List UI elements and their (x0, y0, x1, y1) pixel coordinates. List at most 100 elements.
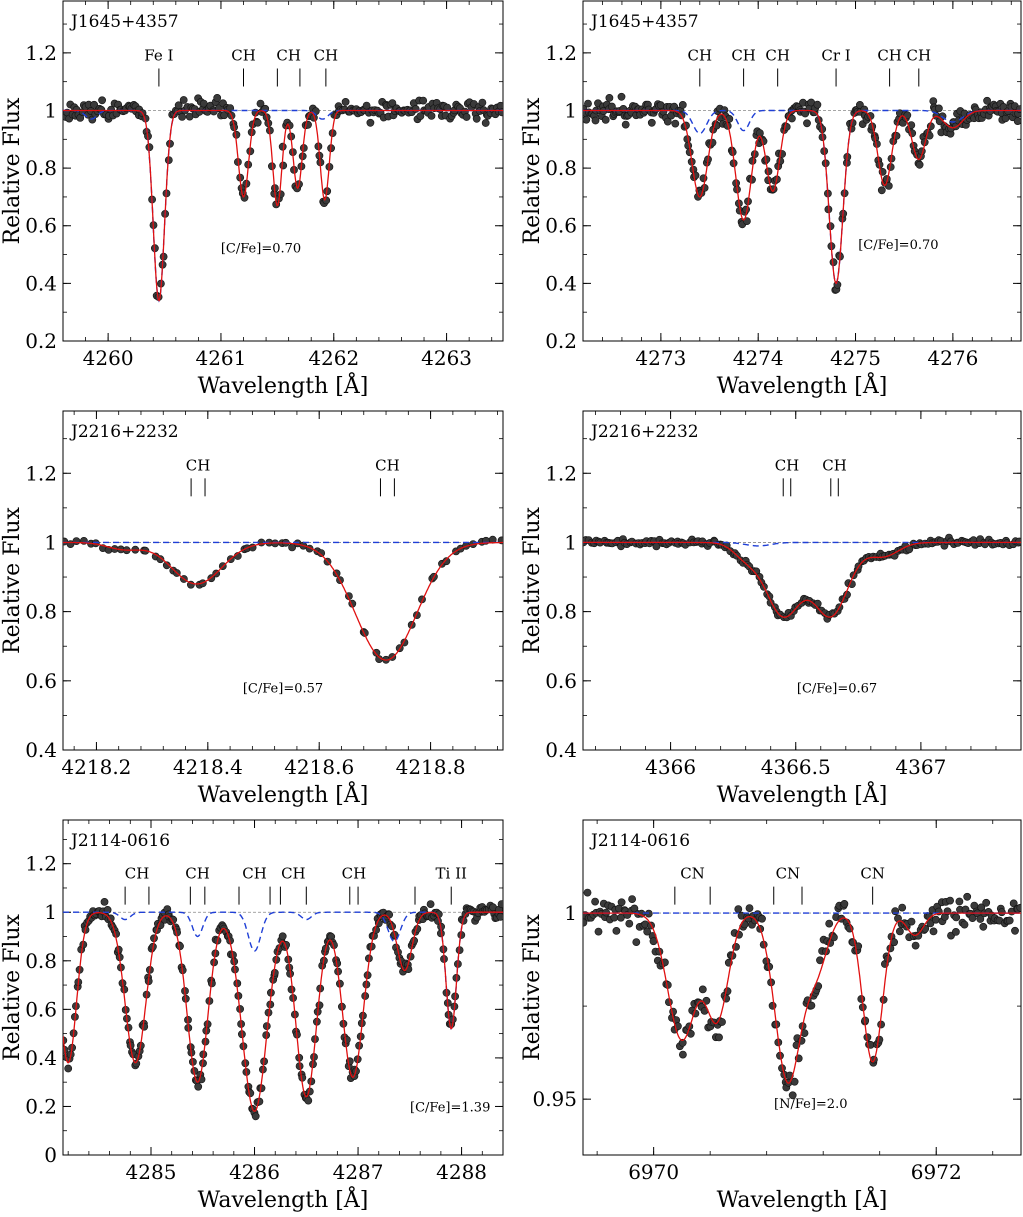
panel-1: 4260 4261 4262 4263 0.2 0.4 0.6 0.8 1 1.2 Waveleng… (0, 0, 504, 399)
observed-point (997, 908, 1006, 917)
observed-point (963, 892, 972, 901)
y-tick-label: 1.2 (25, 461, 57, 485)
observed-point (583, 888, 592, 897)
observed-point (411, 105, 420, 113)
observed-point (419, 96, 428, 105)
line-id-label: CH (765, 47, 790, 65)
x-tick-label: 4366.5 (761, 755, 831, 779)
observed-point (362, 101, 371, 110)
observed-point (952, 913, 961, 922)
y-tick-label: 1 (564, 530, 577, 554)
observed-point (926, 919, 935, 928)
observed-point (621, 120, 630, 129)
observed-point (462, 113, 471, 121)
y-tick-label: 0.8 (545, 156, 577, 180)
observed-point (884, 181, 893, 190)
x-tick-label: 4285 (126, 1160, 177, 1184)
y-tick-label: 0.8 (25, 156, 57, 180)
observed-point (628, 895, 636, 903)
abundance-annotation: [C/Fe]=0.70 (221, 242, 301, 257)
x-tick-label: 4288 (436, 1160, 487, 1184)
observed-point (617, 92, 626, 101)
y-tick-label: 0.8 (545, 600, 577, 624)
abundance-annotation: [C/Fe]=1.39 (410, 1100, 490, 1115)
observed-point (162, 561, 171, 570)
line-id-label: CH (688, 47, 713, 65)
line-id-label: CH (907, 47, 932, 65)
x-axis-label: Wavelength [Å] (717, 1185, 888, 1213)
observed-point (610, 913, 619, 922)
observed-point (788, 114, 796, 123)
observed-point (388, 99, 397, 107)
abundance-annotation: [C/Fe]=0.70 (858, 238, 938, 253)
observed-point (426, 900, 435, 908)
observed-point (976, 915, 985, 923)
observed-point (498, 108, 503, 117)
observed-point (591, 897, 599, 906)
line-id-label: Fe I (144, 47, 173, 65)
observed-point (679, 1050, 687, 1059)
y-tick-label: 1 (44, 98, 57, 122)
observed-point (246, 1089, 255, 1098)
plot-frame (582, 0, 1022, 342)
observed-point (840, 900, 849, 908)
observed-point (140, 1022, 149, 1031)
y-axis-label: Relative Flux (520, 506, 545, 654)
line-id-label: CH (775, 456, 800, 474)
x-tick-label: 4262 (308, 346, 359, 370)
observed-point (1005, 916, 1014, 925)
x-tick-label: 4218.4 (173, 755, 243, 779)
line-id-label: CH (276, 47, 301, 65)
observed-point (315, 1001, 324, 1010)
observed-point (279, 161, 288, 170)
synthetic-best-fit-line (583, 109, 1021, 285)
observed-point (416, 112, 425, 120)
line-id-label: CH (185, 865, 210, 883)
y-tick-label: 0.95 (532, 1087, 577, 1111)
observed-point (366, 118, 375, 127)
observed-point (813, 100, 822, 109)
observed-point (594, 927, 603, 936)
observed-point (960, 920, 969, 929)
y-tick-label: 0.2 (25, 1094, 57, 1118)
observed-point (932, 915, 940, 924)
observed-point (768, 1001, 777, 1010)
observed-point (813, 599, 822, 608)
observed-point (178, 113, 186, 121)
observed-point (790, 1077, 799, 1086)
observed-point (1013, 117, 1021, 125)
observed-point (647, 118, 656, 127)
x-tick-label: 4218.2 (61, 755, 131, 779)
y-tick-label: 1.2 (545, 461, 577, 485)
x-axis-label: Wavelength [Å] (198, 1185, 369, 1213)
observed-point (278, 932, 287, 941)
y-tick-label: 0.4 (25, 1046, 57, 1070)
observed-point (983, 96, 991, 105)
line-id-label: CH (314, 47, 339, 65)
x-tick-label: 4273 (635, 346, 686, 370)
x-tick-label: 6970 (628, 1160, 679, 1184)
observed-point (911, 941, 920, 950)
observed-point (632, 938, 641, 946)
observed-point (935, 104, 943, 113)
star-name: J1645+4357 (69, 12, 179, 32)
observed-point (72, 537, 81, 545)
star-name: J1645+4357 (589, 12, 699, 32)
star-name: J2114-0616 (69, 831, 170, 851)
observed-point (877, 1020, 885, 1029)
y-tick-label: 0.6 (25, 997, 57, 1021)
line-id-label: CH (731, 47, 756, 65)
panel-5: 4285 4286 4287 4288 0 0.2 0.4 0.6 0.8 1 1.2 Wavelen… (0, 819, 504, 1213)
observed-point (952, 928, 960, 936)
panel-6: 6970 6972 0.95 1 Wavelength [Å] Relative Flux… (520, 819, 1022, 1213)
observed-point (213, 94, 222, 102)
x-tick-label: 4274 (733, 346, 784, 370)
line-id-label: CH (231, 47, 256, 65)
observed-point (898, 903, 907, 912)
line-id-label: CH (822, 456, 847, 474)
observed-point (251, 1112, 260, 1121)
observed-point (698, 985, 707, 994)
y-tick-label: 0.4 (25, 271, 57, 295)
plot-frame (62, 819, 504, 1156)
observed-point (943, 907, 952, 916)
